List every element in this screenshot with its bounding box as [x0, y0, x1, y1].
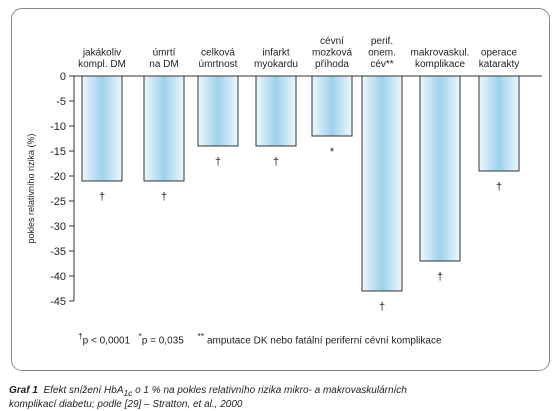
caption-text-after-sub: o 1 % na pokles relativního rizika mikro… [132, 385, 407, 396]
chart-frame: 0 -5 -10 -15 -20 -25 -30 -35 -40 -45 pokles relati… [11, 8, 550, 371]
y-tick-label: -30 [50, 221, 66, 233]
bar [81, 75, 123, 182]
y-axis-label: pokles relativního rizika (%) [26, 133, 36, 243]
significance-mark: † [215, 156, 221, 168]
category-label: na DM [149, 59, 178, 70]
significance-mark: † [99, 191, 105, 203]
category-label: cévní [320, 36, 344, 47]
y-tick-label: 0 [60, 71, 66, 83]
y-tick-label: -45 [50, 296, 66, 308]
bar-chart: 0 -5 -10 -15 -20 -25 -30 -35 -40 -45 pokles relati… [26, 36, 542, 313]
y-tick-label: -20 [50, 171, 66, 183]
bar [419, 75, 461, 262]
category-label: kompl. DM [78, 59, 126, 70]
significance-mark: † [437, 271, 443, 283]
bar [361, 75, 403, 292]
category-label: perif. [371, 36, 393, 47]
category-label: katarakty [479, 59, 520, 70]
caption-text-before-sub: Efekt snížení HbA [43, 385, 124, 396]
footnote: †p < 0,0001 *p = 0,035 ** amputace DK ne… [78, 331, 442, 346]
category-label: mozková [312, 48, 352, 59]
footnote-asterisk-symbol: * [138, 331, 142, 341]
footnote-double-asterisk-text: amputace DK nebo fatální periferní cévní… [206, 335, 442, 347]
category-label: operace [481, 48, 518, 59]
bar [143, 75, 185, 182]
caption-subscript: 1c [123, 388, 133, 398]
y-tick-label: -35 [50, 246, 66, 258]
significance-mark: * [330, 146, 335, 158]
y-tick-label: -40 [50, 271, 66, 283]
y-tick-label: -15 [50, 146, 66, 158]
category-label: cév** [370, 59, 393, 70]
y-tick-label: -10 [50, 121, 66, 133]
caption-line2: komplikací diabetu; podle [29] – Stratto… [9, 399, 243, 410]
bar [311, 75, 353, 137]
y-tick-label: -5 [56, 96, 66, 108]
significance-mark: † [379, 301, 385, 313]
category-label: jakákoliv [82, 48, 121, 59]
category-label: komplikace [415, 59, 465, 70]
footnote-dagger-symbol: † [78, 331, 83, 341]
caption-label: Graf 1 [9, 385, 38, 396]
footnote-asterisk-text: p = 0,035 [141, 335, 184, 347]
figure-caption: Graf 1 Efekt snížení HbA1c o 1 % na pokl… [9, 385, 554, 411]
significance-mark: † [161, 191, 167, 203]
category-label: onem. [368, 48, 396, 59]
significance-mark: † [273, 156, 279, 168]
category-label: úmrtí [153, 48, 176, 59]
category-label: celková [201, 48, 235, 59]
significance-mark: † [496, 181, 502, 193]
category-label: myokardu [254, 59, 298, 70]
category-label: úmrtnost [199, 59, 238, 70]
footnote-double-asterisk-symbol: ** [197, 331, 205, 341]
y-tick-label: -25 [50, 196, 66, 208]
footnote-dagger-text: p < 0,0001 [82, 335, 131, 347]
bar [478, 75, 520, 172]
category-label: příhoda [315, 59, 349, 70]
category-label: makrovaskul. [411, 48, 470, 59]
bar [197, 75, 239, 147]
category-label: infarkt [262, 48, 289, 59]
bar [255, 75, 297, 147]
